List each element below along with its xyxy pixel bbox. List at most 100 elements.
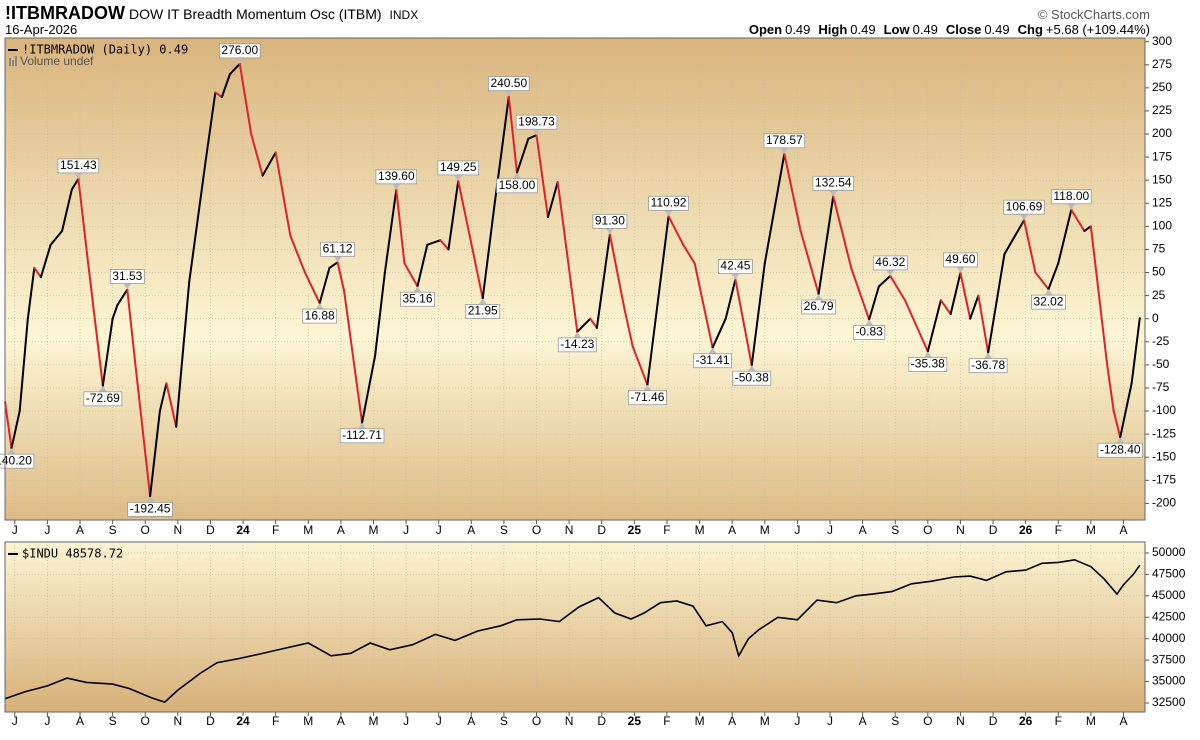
label-pointer — [358, 422, 367, 429]
line-segment — [18, 317, 29, 413]
x-tick-label: A — [76, 523, 84, 537]
line-segment — [1023, 219, 1037, 274]
data-label: 240.50 — [490, 76, 527, 90]
data-label: -140.20 — [0, 453, 32, 467]
x-tick-label: A — [76, 714, 84, 728]
line-segment — [877, 274, 892, 288]
data-label: 106.69 — [1006, 199, 1043, 213]
x-tick-label: J — [44, 523, 50, 537]
panel-background — [5, 542, 1145, 712]
line-segment — [175, 280, 191, 428]
line-segment — [204, 91, 217, 163]
label-pointer — [512, 172, 521, 179]
label-pointer — [605, 228, 614, 235]
label-box — [83, 391, 123, 407]
label-pointer — [478, 298, 487, 305]
y-tick-label: 42500 — [1152, 609, 1186, 623]
label-pointer — [333, 256, 342, 263]
y-tick-label: 35000 — [1152, 674, 1186, 688]
line-segment — [304, 271, 321, 305]
x-tick-label: A — [859, 714, 867, 728]
data-label: -0.83 — [855, 325, 883, 339]
title-row: !ITBMRADOW DOW IT Breadth Momentum Osc (… — [5, 3, 1150, 24]
y-tick-label: 50 — [1152, 265, 1166, 279]
x-tick-label: A — [467, 523, 475, 537]
line-segment — [589, 317, 598, 329]
data-label: 91.30 — [595, 214, 625, 228]
panel-background — [5, 38, 1145, 520]
data-label: 32.02 — [1033, 294, 1063, 308]
volume-icon — [9, 58, 11, 66]
label-pointer — [747, 365, 756, 372]
label-pointer — [413, 286, 422, 293]
quote-row: 16-Apr-2026 Open 0.49 High 0.49 Low 0.49 Close… — [5, 22, 1150, 37]
y-tick-label: 32500 — [1152, 695, 1186, 709]
label-pointer — [886, 269, 895, 276]
data-label: -35.38 — [911, 357, 945, 371]
label-box — [488, 76, 530, 92]
line-segment — [576, 317, 592, 333]
x-tick-label: J — [44, 714, 50, 728]
line-segment — [101, 317, 114, 387]
label-pointer — [504, 90, 513, 97]
data-label: 158.00 — [499, 178, 536, 192]
panel-border — [4, 541, 1146, 713]
label-box — [872, 255, 908, 271]
line-segment — [556, 181, 579, 333]
label-box — [968, 358, 1008, 374]
x-tick-label: O — [532, 523, 541, 537]
y-tick-label: 200 — [1152, 126, 1172, 140]
quote-value: +5.68 (+109.44%) — [1045, 22, 1150, 37]
line-segment — [850, 266, 871, 321]
x-tick-label: M — [303, 714, 313, 728]
label-pointer — [643, 384, 652, 391]
x-tick-label: S — [109, 714, 117, 728]
line-segment — [220, 73, 231, 99]
label-box — [219, 43, 261, 59]
line-segment — [783, 152, 802, 232]
line-segment — [447, 179, 460, 251]
x-tick-label: F — [272, 714, 279, 728]
x-tick-label: M — [760, 523, 770, 537]
line-segment — [693, 262, 714, 349]
data-label: -50.38 — [735, 370, 769, 384]
label-box — [693, 353, 733, 369]
quote-label: High — [818, 22, 848, 37]
x-tick-label: N — [956, 714, 965, 728]
quote-label: Close — [945, 22, 982, 37]
label-pointer — [708, 347, 717, 354]
line-segment — [403, 262, 419, 288]
y-tick-label: 25 — [1152, 288, 1166, 302]
x-tick-label: 25 — [628, 714, 642, 728]
x-tick-label: A — [467, 714, 475, 728]
x-tick-label: A — [728, 714, 736, 728]
label-pointer — [146, 496, 155, 503]
x-tick-label: O — [141, 714, 150, 728]
label-pointer — [123, 283, 132, 290]
label-box — [801, 299, 837, 315]
line-segment — [646, 215, 670, 386]
x-tick-label: M — [695, 523, 705, 537]
line-segment — [49, 229, 64, 246]
y-tick-label: 300 — [1152, 34, 1172, 48]
data-label: 49.60 — [945, 252, 975, 266]
quote-label: Low — [883, 22, 910, 37]
volume-icon — [15, 56, 17, 66]
data-label: 276.00 — [221, 43, 258, 57]
data-label: 132.54 — [815, 175, 852, 189]
data-label: -36.78 — [971, 358, 1005, 372]
label-box — [812, 175, 855, 191]
line-segment — [134, 363, 152, 498]
y-tick-label: 75 — [1152, 242, 1166, 256]
x-tick-label: F — [663, 523, 670, 537]
x-tick-label: N — [173, 523, 182, 537]
data-label: 26.79 — [804, 299, 834, 313]
data-label: 46.32 — [875, 255, 905, 269]
x-tick-label: O — [923, 714, 932, 728]
x-tick-label: J — [12, 714, 18, 728]
x-tick-label: M — [760, 714, 770, 728]
line-segment — [1083, 225, 1092, 232]
x-tick-label: A — [728, 523, 736, 537]
x-tick-label: D — [989, 714, 998, 728]
data-label: 149.25 — [440, 160, 477, 174]
